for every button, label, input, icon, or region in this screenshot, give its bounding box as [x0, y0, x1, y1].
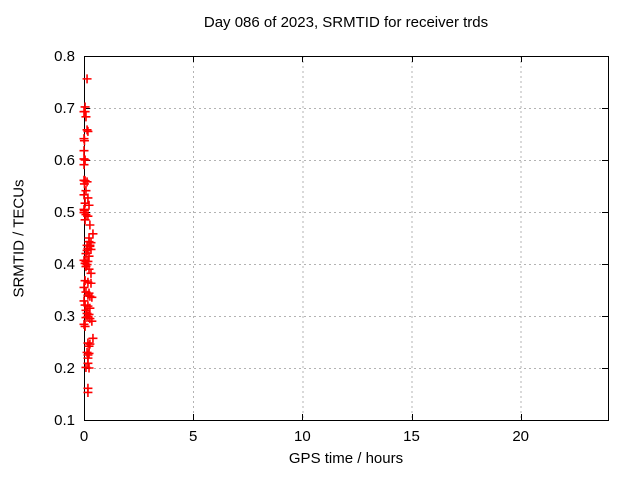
- data-point: [80, 155, 90, 165]
- data-point: [80, 321, 90, 331]
- data-point: [79, 296, 89, 306]
- data-point: [86, 244, 96, 254]
- data-point: [83, 312, 93, 322]
- x-tick-label: 5: [189, 428, 197, 445]
- data-point: [88, 229, 98, 239]
- data-point: [81, 186, 91, 196]
- tick-marks: [84, 56, 608, 421]
- data-point: [85, 291, 95, 301]
- data-point: [87, 292, 97, 302]
- x-tick-label: 20: [512, 428, 529, 445]
- data-point: [85, 220, 95, 230]
- data-point: [79, 160, 89, 170]
- data-point: [84, 348, 94, 358]
- data-point: [86, 278, 96, 288]
- grid-lines: [84, 56, 608, 420]
- data-point: [81, 210, 91, 220]
- data-point: [82, 260, 92, 270]
- data-points: [79, 74, 98, 397]
- plot-border: [84, 56, 609, 421]
- x-tick-label: 10: [294, 428, 311, 445]
- data-point: [79, 282, 89, 292]
- data-point: [84, 251, 94, 261]
- y-tick-label: 0.3: [54, 308, 75, 325]
- data-point: [83, 290, 93, 300]
- data-point: [82, 74, 92, 84]
- data-point: [79, 146, 89, 156]
- y-tick-label: 0.8: [54, 48, 75, 65]
- data-point: [83, 126, 93, 136]
- data-point: [88, 333, 98, 343]
- x-axis-label: GPS time / hours: [288, 450, 404, 467]
- y-tick-label: 0.4: [54, 256, 75, 273]
- data-point: [81, 313, 91, 323]
- y-tick-label: 0.5: [54, 204, 75, 221]
- y-tick-label: 0.1: [54, 412, 75, 429]
- data-point: [87, 316, 97, 326]
- data-point: [85, 303, 95, 313]
- data-point: [84, 264, 94, 274]
- data-point: [79, 136, 89, 146]
- data-point: [83, 301, 93, 311]
- y-tick-label: 0.7: [54, 100, 75, 117]
- data-point: [82, 125, 92, 135]
- y-tick-label: 0.2: [54, 360, 75, 377]
- data-point: [83, 358, 93, 368]
- data-point: [83, 193, 93, 203]
- data-point: [85, 339, 95, 349]
- tick-labels: 0 5 10 15 20 0.1 0.2 0.3 0.4 0.5 0.6 0.7 0.8: [54, 48, 529, 445]
- data-point: [84, 363, 94, 373]
- data-point: [80, 107, 90, 117]
- data-point: [83, 387, 93, 397]
- data-point: [79, 179, 89, 189]
- x-tick-label: 15: [403, 428, 420, 445]
- data-point: [81, 112, 91, 122]
- data-point: [86, 268, 96, 278]
- data-point: [84, 200, 94, 210]
- data-point: [79, 319, 89, 329]
- chart-title: Day 086 of 2023, SRMTID for receiver trd…: [203, 14, 489, 31]
- data-point: [80, 215, 90, 225]
- x-tick-label: 0: [80, 428, 88, 445]
- y-tick-label: 0.6: [54, 152, 75, 169]
